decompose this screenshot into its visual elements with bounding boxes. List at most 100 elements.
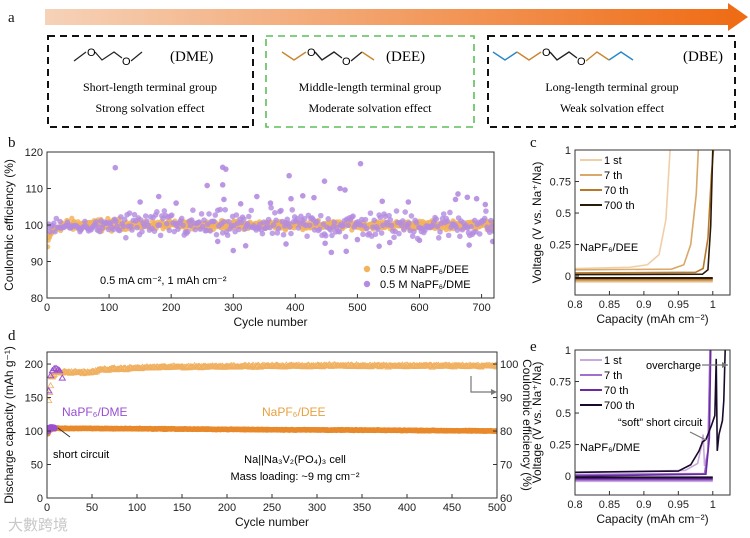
y2-tick-label: 60: [500, 493, 512, 505]
dee-ce-point: [253, 362, 262, 369]
dme-point: [222, 206, 228, 213]
x-tick-label: 700: [472, 302, 490, 314]
legend-label: 700 th: [604, 200, 635, 212]
dme-point: [322, 240, 328, 247]
dme-point: [489, 223, 494, 229]
dme-point: [416, 237, 423, 244]
dme-point: [393, 208, 400, 214]
y-tick-label: 0.5: [556, 408, 571, 420]
dme-point: [192, 226, 199, 233]
dme-point: [274, 230, 281, 236]
dme-point: [342, 187, 348, 193]
dme-point: [286, 172, 292, 179]
legend-label: 0.5 M NaPF₆/DEE: [380, 264, 469, 276]
dme-point: [322, 232, 329, 239]
dme-annotation: NaPF₆/DME: [62, 405, 128, 419]
x-tick-label: 0.9: [636, 299, 651, 311]
y-tick-label: 0.25: [550, 440, 571, 452]
dme-capacity-point: [50, 424, 58, 432]
dme-point: [376, 243, 382, 249]
dme-point: [139, 228, 145, 235]
dme-point: [337, 185, 343, 192]
y-tick-label: 80: [31, 293, 43, 305]
dme-point: [201, 217, 207, 223]
panel-label-c: c: [530, 135, 537, 151]
x-tick-label: 0.95: [668, 499, 689, 511]
dme-point: [409, 233, 416, 239]
electrolyte-annotation: NaPF₆/DEE: [580, 242, 638, 254]
x-tick-label: 0: [44, 302, 50, 314]
dme-point: [473, 195, 480, 202]
dme-point: [198, 211, 205, 217]
y-tick-label: 100: [25, 426, 43, 438]
dme-point: [488, 217, 494, 224]
short-circuit-annotation: short circuit: [53, 449, 109, 461]
dme-point: [129, 227, 135, 233]
dme-point: [213, 231, 220, 238]
dee-ce-point: [47, 382, 55, 389]
y-tick-label: 50: [31, 460, 43, 472]
dme-point: [51, 220, 57, 227]
dme-point: [237, 201, 244, 207]
dme-point: [126, 210, 133, 216]
dme-point: [378, 230, 385, 236]
legend-label: 1 st: [604, 355, 622, 367]
dme-point: [226, 218, 232, 225]
dme-desc-2: Strong solvation effect: [95, 101, 205, 115]
charge-curve: [575, 150, 715, 274]
dme-point: [157, 232, 164, 239]
dee-ce-point: [324, 361, 333, 368]
dme-point: [396, 230, 402, 237]
dme-point: [311, 194, 317, 201]
y-tick-label: 0: [565, 271, 571, 283]
x-tick-label: 200: [162, 302, 180, 314]
y-tick-label: 200: [25, 359, 43, 371]
dme-point: [121, 216, 128, 223]
solvation-gradient-arrow: [45, 3, 748, 31]
dme-point: [108, 219, 114, 226]
dme-point: [47, 229, 53, 235]
dee-structure-icon: [281, 51, 375, 62]
dme-point: [57, 218, 63, 225]
dme-point: [435, 235, 442, 241]
dme-point: [437, 229, 443, 235]
dme-point: [166, 227, 173, 234]
dme-point: [248, 207, 255, 214]
dme-point: [367, 210, 374, 216]
x-tick-label: 1: [710, 499, 716, 511]
charge-curve: [575, 350, 726, 474]
panel-label-b: b: [8, 135, 16, 151]
panel-label-e: e: [530, 339, 537, 355]
dme-point: [317, 212, 324, 219]
x-axis-label: Capacity (mAh cm⁻²): [596, 512, 708, 526]
dme-point: [212, 212, 219, 218]
y-tick-label: 0.5: [556, 208, 571, 220]
dme-point: [457, 233, 463, 240]
dme-point: [204, 182, 210, 189]
legend-label: 70 th: [604, 385, 628, 397]
dme-point: [180, 222, 186, 229]
y-tick-label: 0.75: [550, 377, 571, 389]
y-tick-label: 0.25: [550, 240, 571, 252]
dme-desc-1: Short-length terminal group: [83, 80, 217, 94]
dme-point: [259, 230, 266, 237]
dme-point: [343, 248, 350, 255]
dme-point: [214, 238, 221, 245]
oxygen-atom: O: [577, 56, 586, 68]
dme-point: [269, 230, 276, 237]
overcharge-annotation: overcharge: [646, 360, 701, 372]
dbe-box: [487, 35, 736, 128]
dme-point: [340, 222, 346, 229]
dme-structure-icon: [73, 51, 143, 62]
x-tick-label: 500: [348, 302, 366, 314]
dme-point: [265, 216, 272, 223]
x-tick-label: 50: [86, 502, 98, 514]
legend-label: 7 th: [604, 170, 622, 182]
short-circuit-arrow: [57, 427, 71, 438]
x-tick-label: 300: [224, 302, 242, 314]
dme-point: [350, 213, 356, 219]
dme-point: [405, 199, 412, 205]
dme-point: [272, 210, 278, 216]
dme-point: [206, 211, 212, 217]
